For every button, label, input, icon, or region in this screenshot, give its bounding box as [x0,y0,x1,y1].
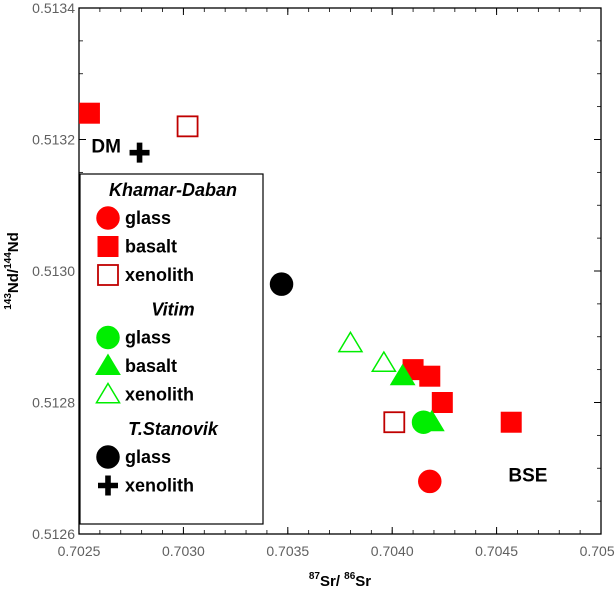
legend-marker-square [97,236,119,257]
data-point-circle [269,272,294,296]
y-axis-title: 143Nd/144Nd [3,232,22,310]
legend-item-label: basalt [125,356,177,376]
legend-item-label: basalt [125,237,177,257]
data-point-square [78,102,100,124]
data-points [78,102,522,494]
x-axis-title: 87Sr/ 86Sr [309,571,371,590]
y-tick-label: 0.5128 [32,395,75,411]
legend-marker-plus [98,475,118,496]
annotations: DM BSE [91,137,547,487]
annotation-bse: BSE [508,465,547,486]
legend-item-label: glass [125,328,171,348]
data-point-triangle [337,330,364,353]
legend-marker-circle [96,206,120,230]
data-point-plus [129,142,150,163]
y-tick-label: 0.5132 [32,132,75,148]
legend-marker-triangle [95,382,121,404]
data-point-square [383,411,406,434]
data-point-square [500,411,522,433]
data-point-square [431,392,453,413]
legend-item-label: glass [125,208,171,228]
data-point-triangle [389,363,416,386]
data-point-circle [418,469,442,494]
x-tick-label: 0.7040 [371,543,414,559]
legend-marker-triangle [95,353,121,375]
y-tick-label: 0.5126 [32,526,75,542]
legend-item-label: xenolith [125,385,194,405]
x-tick-label: 0.7025 [58,543,101,559]
annotation-dm: DM [91,137,121,158]
legend-item-label: xenolith [125,476,194,496]
data-point-triangle [418,409,445,432]
legend-item-label: xenolith [125,265,194,285]
legend-group-title: Khamar-Daban [109,180,237,200]
y-tick-label: 0.5134 [32,0,75,16]
legend-group-title: T.Stanovik [128,419,219,439]
x-tick-label: 0.7045 [475,543,518,559]
y-tick-label: 0.5130 [32,263,75,279]
legend-marker-square [97,264,119,286]
data-point-square [419,365,441,387]
data-point-triangle [370,350,397,373]
legend-marker-circle [96,445,120,469]
legend-item-label: glass [125,447,171,467]
x-tick-label: 0.7035 [266,543,309,559]
y-tick-labels: 0.5126 0.5128 0.5130 0.5132 0.5134 [32,0,75,542]
legend-group-title: Vitim [151,300,194,320]
legend-marker-circle [96,325,120,350]
data-point-square [176,115,199,138]
legend: Khamar-Daban glass basalt xenolith Vitim glas… [79,173,264,525]
x-tick-label: 0.7030 [162,543,205,559]
